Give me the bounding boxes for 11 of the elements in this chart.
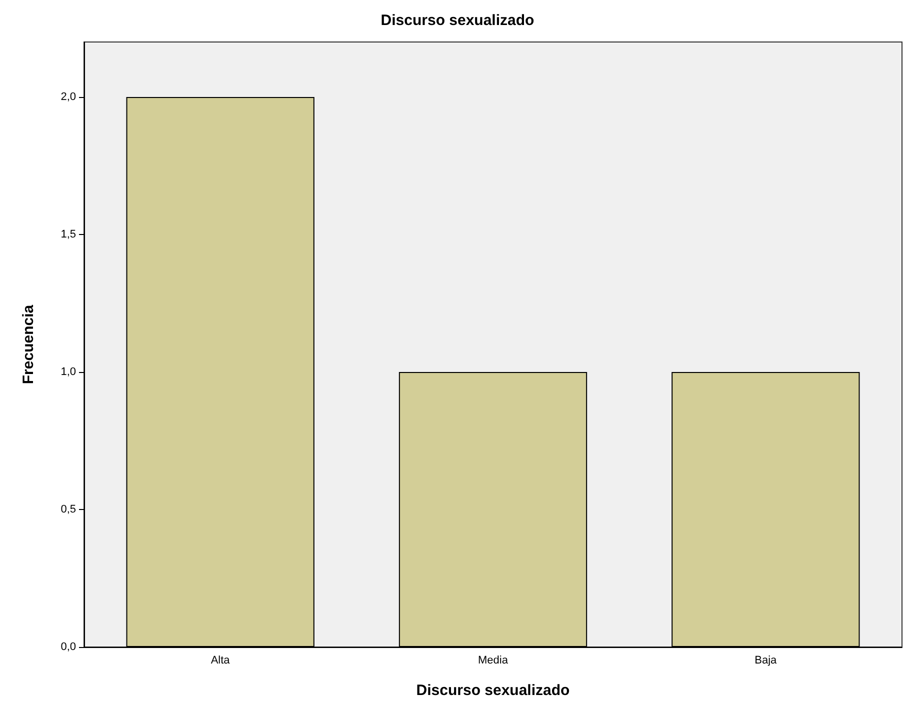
x-tick-label: Baja [754, 654, 778, 666]
y-tick-label: 1,5 [60, 228, 76, 240]
x-tick-label: Alta [210, 654, 231, 666]
y-tick-label: 0,0 [60, 641, 76, 653]
y-axis-title: Frecuencia [20, 304, 37, 384]
chart-title: Discurso sexualizado [380, 12, 534, 29]
y-tick-label: 0,5 [60, 504, 76, 516]
y-tick-label: 1,0 [60, 366, 76, 378]
y-tick-label: 2,0 [60, 91, 76, 103]
x-axis-title: Discurso sexualizado [416, 682, 570, 699]
x-tick-label: Media [478, 654, 509, 666]
